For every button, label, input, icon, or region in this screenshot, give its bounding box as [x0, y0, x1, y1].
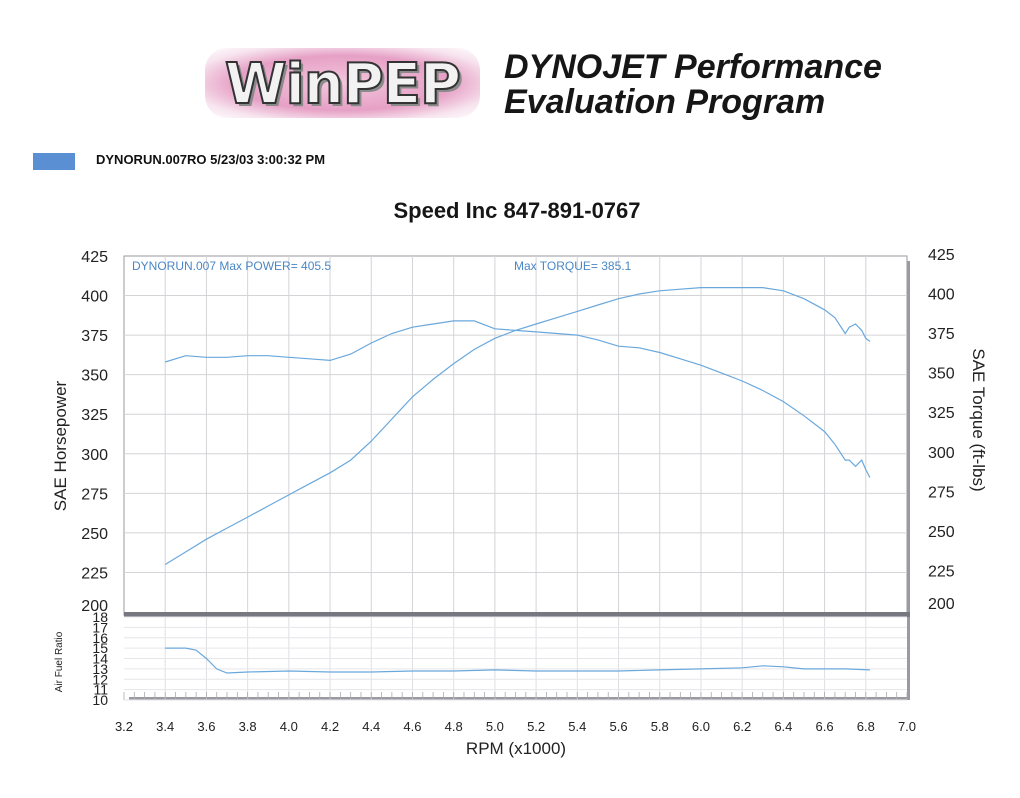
x-tick-label: 3.2 — [115, 719, 133, 734]
tick-layer: 3.2 3.4 3.6 3.8 4.0 4.2 4.4 4.6 4.8 5.0 5.2 5.4 5.6 5… — [81, 247, 955, 734]
winpep-logo: WinPEP — [205, 48, 480, 118]
x-tick-label: 5.4 — [568, 719, 586, 734]
y-tick-label-left: 425 — [81, 249, 108, 266]
afr-grid — [123, 616, 908, 701]
run-legend-label: DYNORUN.007RO 5/23/03 3:00:32 PM — [96, 152, 326, 167]
afr-tick-label: 13 — [92, 661, 108, 677]
y-tick-label-left: 325 — [81, 407, 108, 424]
x-tick-label: 6.0 — [692, 719, 710, 734]
y-tick-label-right: 200 — [928, 596, 955, 613]
max-torque-annotation: Max TORQUE= 385.1 — [514, 259, 632, 273]
y-axis-label-right: SAE Torque (ft-lbs) — [969, 348, 988, 491]
plot-frame — [123, 255, 908, 616]
x-axis-label: RPM (x1000) — [466, 739, 566, 758]
afr-tick-label: 14 — [92, 651, 108, 667]
x-tick-label: 6.4 — [774, 719, 792, 734]
afr-tick-label: 10 — [92, 692, 108, 708]
max-power-annotation: DYNORUN.007 Max POWER= 405.5 — [132, 259, 331, 273]
y-axis-label-left: SAE Horsepower — [51, 380, 70, 511]
y-tick-label-right: 225 — [928, 563, 955, 580]
afr-tick-label: 17 — [92, 619, 108, 635]
afr-tick-label: 12 — [92, 671, 108, 687]
x-tick-label: 5.6 — [609, 719, 627, 734]
x-tick-label: 3.6 — [197, 719, 215, 734]
afr-tick-label: 15 — [92, 640, 108, 656]
y-tick-label-right: 325 — [928, 405, 955, 422]
x-tick-label: 3.8 — [239, 719, 257, 734]
chart-title: Speed Inc 847-891-0767 — [393, 198, 641, 223]
y-tick-label-left: 250 — [81, 526, 108, 543]
y-tick-label-right: 250 — [928, 524, 955, 541]
y-tick-label-left: 225 — [81, 565, 108, 582]
x-tick-label: 7.0 — [898, 719, 916, 734]
brand-line-2: Evaluation Program — [504, 83, 826, 121]
afr-tick-label: 11 — [93, 682, 108, 698]
run-legend-swatch — [33, 153, 75, 170]
x-tick-label: 5.2 — [527, 719, 545, 734]
y-tick-label-left: 200 — [81, 598, 108, 615]
afr-axis-label: Air Fuel Ratio — [54, 631, 65, 692]
y-tick-label-left: 300 — [81, 447, 108, 464]
logo-text: WinPEP — [224, 51, 462, 118]
x-tick-label: 4.8 — [445, 719, 463, 734]
y-tick-label-left: 275 — [81, 486, 108, 503]
afr-frame — [124, 617, 907, 697]
brand-title: DYNOJET Performance Evaluation Program — [504, 50, 882, 120]
brand-line-1: DYNOJET Performance — [504, 48, 882, 86]
torque-line — [165, 320, 871, 478]
y-tick-label-left: 350 — [81, 368, 108, 385]
plot-separator — [124, 612, 910, 617]
y-tick-label-right: 275 — [928, 484, 955, 501]
main-grid — [124, 256, 907, 612]
y-tick-label-right: 400 — [928, 287, 955, 304]
x-tick-label: 5.0 — [486, 719, 504, 734]
x-tick-label: 4.0 — [280, 719, 298, 734]
y-tick-label-left: 375 — [81, 328, 108, 345]
x-tick-label: 5.8 — [651, 719, 669, 734]
horsepower-line — [164, 287, 871, 566]
y-tick-label-right: 425 — [928, 247, 955, 264]
y-tick-label-right: 300 — [928, 445, 955, 462]
afr-tick-label: 18 — [92, 609, 108, 625]
x-tick-label: 4.6 — [403, 719, 421, 734]
x-tick-label: 3.4 — [156, 719, 174, 734]
x-tick-label: 6.8 — [857, 719, 875, 734]
air-fuel-ratio-line — [165, 647, 870, 674]
x-tick-label: 4.4 — [362, 719, 380, 734]
y-tick-label-right: 375 — [928, 326, 955, 343]
afr-tick-label: 16 — [92, 630, 108, 646]
x-tick-label: 4.2 — [321, 719, 339, 734]
x-tick-label: 6.6 — [816, 719, 834, 734]
y-tick-label-right: 350 — [928, 366, 955, 383]
series-layer — [164, 287, 871, 674]
x-tick-label: 6.2 — [733, 719, 751, 734]
y-tick-label-left: 400 — [81, 289, 108, 306]
